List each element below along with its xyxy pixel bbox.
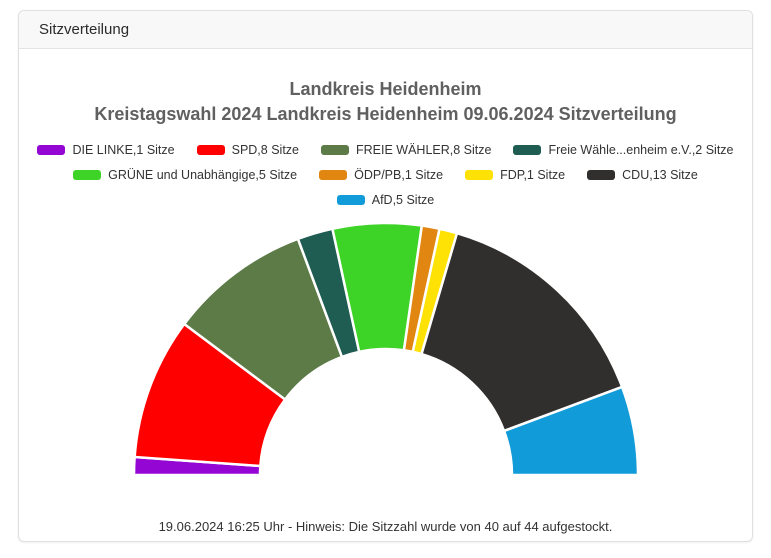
legend-swatch — [513, 145, 542, 155]
legend-item[interactable]: SPD,8 Sitze — [196, 143, 299, 157]
legend-label: GRÜNE und Unabhängige,5 Sitze — [108, 168, 298, 182]
legend-item[interactable]: FDP,1 Sitze — [465, 168, 565, 182]
legend-item[interactable]: DIE LINKE,1 Sitze — [37, 143, 175, 157]
legend-label: ÖDP/PB,1 Sitze — [354, 168, 444, 182]
pie-slice[interactable] — [419, 231, 623, 433]
legend-item[interactable]: ÖDP/PB,1 Sitze — [319, 168, 443, 182]
chart-title-line1: Landkreis Heidenheim — [289, 79, 482, 99]
legend-row: AfD,5 Sitze — [336, 193, 435, 207]
legend-row: GRÜNE und Unabhängige,5 Sitze ÖDP/PB,1 Si… — [73, 168, 698, 182]
pie-slice[interactable] — [502, 385, 639, 477]
legend-item[interactable]: Freie Wähle...enheim e.V.,2 Sitze — [513, 143, 734, 157]
chart-area — [19, 219, 752, 479]
legend-item[interactable]: AfD,5 Sitze — [336, 193, 435, 207]
card-body: Landkreis Heidenheim Kreistagswahl 2024 … — [19, 49, 752, 534]
chart-title: Landkreis Heidenheim Kreistagswahl 2024 … — [19, 77, 752, 127]
sitzverteilung-card: Sitzverteilung Landkreis Heidenheim Krei… — [18, 10, 753, 542]
legend-swatch — [319, 170, 348, 180]
seat-distribution-chart — [132, 221, 639, 477]
chart-legend: DIE LINKE,1 Sitze SPD,8 Sitze FREIE WÄHLER… — [19, 143, 752, 207]
legend-swatch — [196, 145, 225, 155]
legend-label: CDU,13 Sitze — [622, 168, 698, 182]
legend-label: Freie Wähle...enheim e.V.,2 Sitze — [548, 143, 734, 157]
legend-swatch — [73, 170, 102, 180]
legend-item[interactable]: FREIE WÄHLER,8 Sitze — [321, 143, 491, 157]
chart-title-line2: Kreistagswahl 2024 Landkreis Heidenheim … — [94, 104, 677, 124]
legend-label: AfD,5 Sitze — [371, 193, 435, 207]
legend-label: FDP,1 Sitze — [500, 168, 566, 182]
legend-swatch — [37, 145, 66, 155]
legend-label: SPD,8 Sitze — [231, 143, 299, 157]
card-header: Sitzverteilung — [19, 11, 752, 49]
card-header-title: Sitzverteilung — [39, 21, 130, 38]
legend-swatch — [587, 170, 616, 180]
legend-row: DIE LINKE,1 Sitze SPD,8 Sitze FREIE WÄHLER… — [37, 143, 734, 157]
legend-swatch — [321, 145, 349, 155]
legend-item[interactable]: CDU,13 Sitze — [587, 168, 698, 182]
legend-item[interactable]: GRÜNE und Unabhängige,5 Sitze — [73, 168, 297, 182]
legend-label: FREIE WÄHLER,8 Sitze — [356, 143, 492, 157]
legend-label: DIE LINKE,1 Sitze — [72, 143, 175, 157]
chart-footnote: 19.06.2024 16:25 Uhr - Hinweis: Die Sitz… — [158, 519, 613, 534]
legend-swatch — [465, 170, 494, 180]
legend-swatch — [336, 195, 365, 205]
